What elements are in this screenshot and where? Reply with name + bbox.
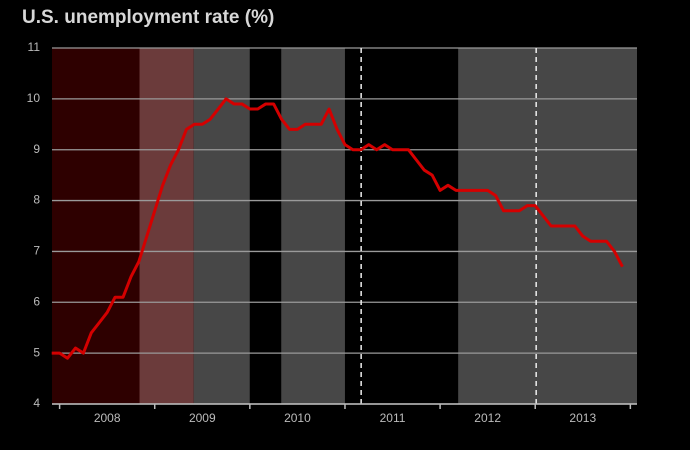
chart-title: U.S. unemployment rate (%) [22,7,274,28]
data-line [51,97,624,360]
x-tick-label: 2010 [284,411,311,425]
period-band [458,48,637,404]
y-tick-label: 7 [33,244,40,258]
y-tick-label: 9 [33,142,40,156]
y-tick-label: 6 [33,294,40,308]
y-tick-label: 11 [28,40,41,54]
x-tick-label: 2012 [474,411,501,425]
period-band [139,48,194,404]
x-tick-label: 2013 [569,411,596,425]
x-tick-label: 2011 [380,411,406,425]
period-band [281,48,345,404]
y-tick-label: 8 [33,193,40,207]
period-band [249,48,282,404]
y-tick-label: 10 [27,91,41,105]
period-band [344,48,459,404]
period-band [52,48,140,404]
y-tick-label: 4 [33,396,40,410]
y-tick-label: 5 [33,345,40,359]
x-tick-label: 2009 [189,411,216,425]
x-tick-label: 2008 [94,411,121,425]
period-band [193,48,250,404]
